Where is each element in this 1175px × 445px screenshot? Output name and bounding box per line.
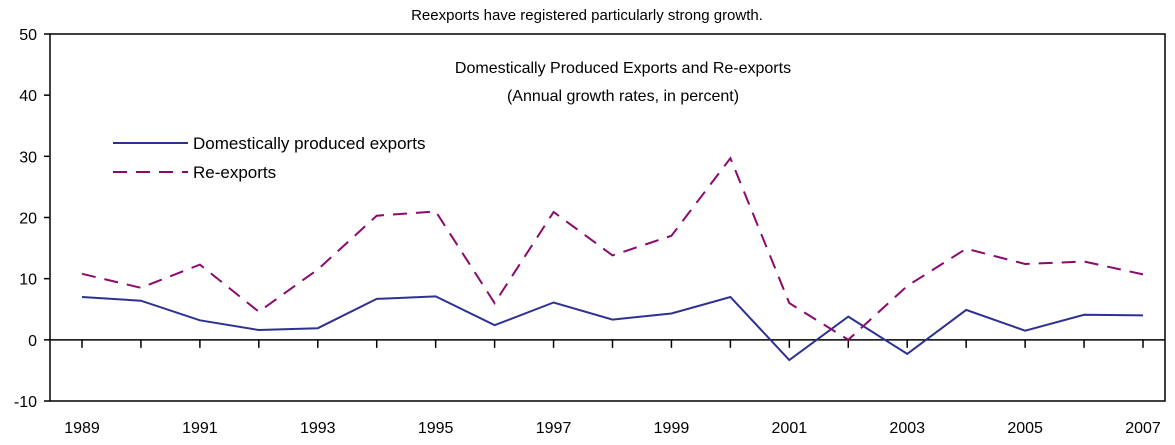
x-tick-label: 2005	[1007, 420, 1043, 437]
x-tick-label: 2001	[772, 420, 808, 437]
x-tick-label: 1991	[182, 420, 218, 437]
y-tick-label: 0	[28, 333, 37, 350]
legend-label: Domestically produced exports	[193, 134, 425, 153]
legend: Domestically produced exports Re-exports	[113, 134, 425, 182]
x-tick-label: 1993	[300, 420, 336, 437]
x-tick-label: 2007	[1125, 420, 1161, 437]
y-tick-label: 30	[19, 149, 37, 166]
x-tick-label: 1997	[536, 420, 572, 437]
chart-caption: Reexports have registered particularly s…	[411, 7, 763, 24]
series-line-domestic-exports	[81, 295, 1144, 362]
series-layer	[81, 156, 1144, 362]
y-axis: -10 0 10 20 30 40 50	[14, 27, 50, 411]
x-axis: 1989 1991 1993 1995 1997 1999 2001 2003 2005 2007	[50, 339, 1165, 437]
y-tick-label: 40	[19, 88, 37, 105]
y-tick-label: 10	[19, 272, 37, 289]
x-tick-label: 1995	[418, 420, 454, 437]
y-tick-label: 20	[19, 211, 37, 228]
chart-title: Domestically Produced Exports and Re-exp…	[455, 60, 791, 77]
x-tick-label: 2003	[889, 420, 925, 437]
legend-label: Re-exports	[193, 163, 276, 182]
x-tick-label: 1989	[64, 420, 100, 437]
y-tick-label: 50	[19, 27, 37, 44]
y-tick-label: -10	[14, 394, 37, 411]
series-line-re-exports	[81, 156, 1144, 342]
x-tick-label: 1999	[654, 420, 690, 437]
chart-subtitle: (Annual growth rates, in percent)	[507, 88, 739, 105]
